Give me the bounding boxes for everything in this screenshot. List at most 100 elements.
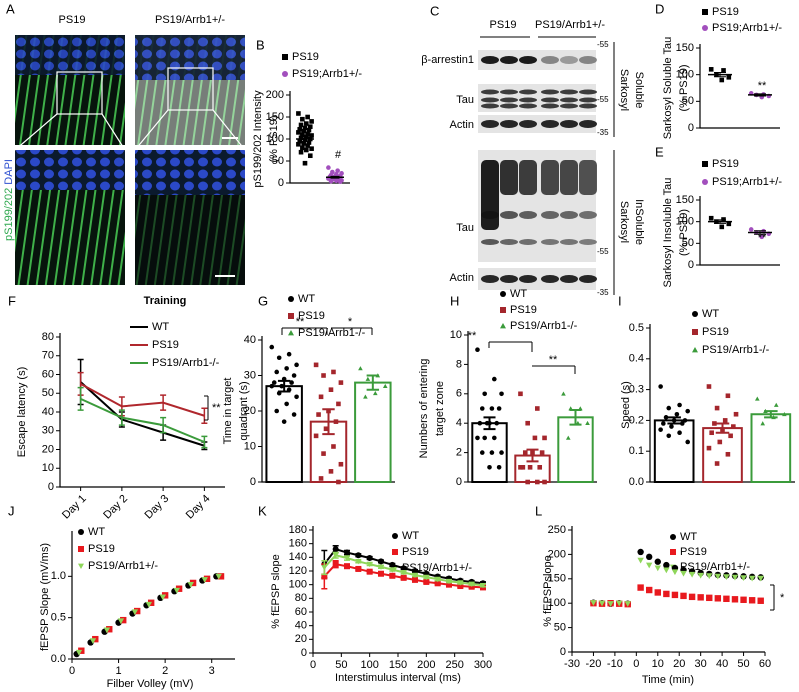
data-point: [654, 589, 661, 596]
y-tick-label: 100: [548, 597, 566, 609]
data-point: [217, 573, 225, 580]
data-point: [685, 408, 690, 414]
data-point: [365, 376, 371, 381]
legend-label: PS19/Arrb1+/-: [88, 560, 158, 572]
data-point: [748, 227, 754, 232]
x-tick-label: -20: [585, 658, 601, 670]
data-point: [378, 564, 384, 570]
x-tick-label: -10: [607, 658, 623, 670]
legend-label: PS19/Arrb1-/-: [702, 344, 770, 356]
data-point: [475, 435, 480, 441]
data-point: [535, 406, 540, 411]
data-point: [389, 572, 396, 579]
blot-band: [519, 275, 537, 283]
blot-band: [541, 89, 559, 95]
blot-bands: [478, 50, 597, 290]
data-point: [731, 424, 736, 429]
data-point: [468, 581, 475, 587]
y-axis-label: Speed (s): [620, 381, 632, 429]
y-tick-label: 50: [682, 237, 694, 249]
legend-swatch: [500, 291, 506, 297]
legend-label: PS19/Arrb1+/-: [680, 561, 750, 573]
blot-band: [560, 211, 578, 219]
data-point: [301, 128, 306, 134]
row-label: β-arrestin1: [421, 54, 474, 66]
y-axis-label: % fEPSP slope: [270, 554, 282, 628]
data-point: [748, 597, 756, 604]
x-tick-label: 1: [116, 665, 122, 677]
data-point: [298, 122, 304, 128]
chart: 0 10 20 30 40 Time in target quadrant (s) WT PS1…: [222, 293, 395, 488]
data-point: [733, 411, 739, 417]
panel-label: B: [256, 37, 265, 52]
blot-band: [541, 160, 559, 195]
y-tick-label: 8: [456, 358, 462, 370]
legend-label: PS19: [298, 310, 325, 322]
y-tick-label: 80: [295, 592, 307, 604]
x-tick-label: 60: [759, 658, 771, 670]
data-point: [646, 553, 653, 561]
data-point: [755, 396, 760, 401]
data-point: [332, 552, 339, 559]
data-point: [759, 234, 765, 240]
data-point: [522, 450, 528, 455]
data-point: [773, 402, 779, 407]
blot-band: [500, 56, 518, 64]
chart: 0 2 4 6 8 10 Numbers of entering target zone WT P…: [418, 288, 597, 488]
legend-swatch: [702, 9, 708, 15]
y-tick-label: 0: [688, 259, 694, 271]
blot-band: [560, 160, 578, 195]
y-tick-label: 0.5: [51, 612, 66, 624]
data-point: [714, 461, 720, 466]
data-point: [646, 562, 653, 569]
y-axis-label: Numbers of entering: [418, 359, 430, 459]
data-point: [666, 433, 672, 439]
x-axis-label: Interstimulus interval (ms): [335, 672, 461, 684]
data-point: [728, 433, 733, 439]
legend-swatch: [282, 71, 288, 77]
data-point: [496, 406, 502, 411]
legend-label: WT: [88, 526, 105, 538]
data-point: [328, 469, 334, 474]
data-point: [494, 420, 500, 426]
legend-label: PS19: [402, 546, 429, 558]
error-bar: [754, 230, 766, 235]
axis: [699, 44, 780, 129]
data-point: [537, 465, 543, 470]
data-point: [323, 426, 329, 432]
data-point: [366, 568, 373, 575]
legend-swatch: [692, 329, 698, 335]
data-point: [740, 596, 747, 603]
significance-label: **: [212, 402, 221, 414]
data-point: [482, 391, 487, 397]
data-point: [296, 111, 301, 116]
data-point: [725, 451, 731, 457]
data-point: [271, 380, 277, 385]
blot-band: [519, 120, 537, 128]
data-point: [131, 609, 139, 616]
y-tick-label: 140: [289, 551, 307, 563]
data-point: [321, 573, 328, 580]
legend-swatch: [692, 311, 698, 317]
data-point: [725, 393, 731, 399]
error-bar: [330, 175, 340, 179]
blot-band: [481, 103, 499, 109]
y-axis-label: Escape latency (s): [16, 367, 28, 457]
data-point: [344, 555, 350, 562]
error-bar: [764, 410, 778, 419]
data-point: [296, 130, 301, 135]
image-layer: [15, 35, 125, 75]
series-line: [80, 382, 205, 417]
data-point: [201, 577, 208, 583]
data-point: [286, 351, 292, 357]
blot-band: [541, 103, 559, 109]
y-tick-label: 250: [548, 524, 566, 536]
data-point: [338, 380, 344, 385]
data-point: [297, 138, 303, 144]
data-point: [338, 461, 344, 467]
legend-label: PS19: [152, 339, 179, 351]
data-point: [331, 444, 336, 449]
blot-band: [519, 160, 537, 195]
legend-swatch: [392, 533, 398, 539]
